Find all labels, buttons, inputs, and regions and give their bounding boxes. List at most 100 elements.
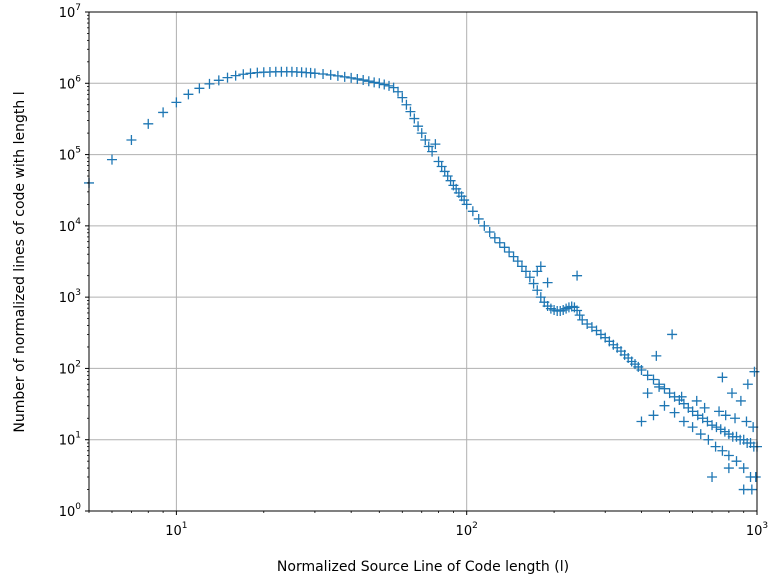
data-point <box>332 70 343 81</box>
data-point <box>473 213 484 224</box>
data-point <box>494 237 505 248</box>
data-point <box>358 75 369 86</box>
data-point <box>524 272 535 283</box>
data-point <box>730 413 741 424</box>
data-point <box>388 82 399 93</box>
data-point <box>409 113 420 124</box>
y-tick-label: 106 <box>59 74 82 92</box>
data-point <box>742 379 753 390</box>
data-point <box>363 76 374 87</box>
data-point <box>676 391 687 402</box>
data-point <box>245 68 256 79</box>
data-point <box>459 195 470 206</box>
y-tick-label: 103 <box>59 288 81 306</box>
data-point <box>572 270 583 281</box>
y-axis-title: Number of normalized lines of code with … <box>12 91 28 432</box>
data-point <box>106 154 117 165</box>
data-point <box>659 400 670 411</box>
data-point <box>642 388 653 399</box>
data-point <box>726 388 737 399</box>
data-point <box>499 242 510 253</box>
y-tick-label: 100 <box>59 502 82 520</box>
data-point <box>707 471 718 482</box>
data-point <box>695 429 706 440</box>
data-point <box>405 106 416 117</box>
data-point <box>735 395 746 406</box>
data-point <box>574 310 585 321</box>
data-point <box>504 246 515 257</box>
y-tick-labels: 100 101 102 103 104 105 106 107 <box>59 3 82 520</box>
data-point <box>384 80 395 91</box>
data-point <box>374 78 385 89</box>
data-point <box>126 135 137 146</box>
y-tick-label: 107 <box>59 3 81 21</box>
data-point <box>516 261 527 272</box>
data-point <box>430 139 441 150</box>
data-point <box>222 72 233 83</box>
data-point <box>687 406 698 417</box>
data-point <box>731 456 742 467</box>
data-point <box>194 83 205 94</box>
data-point <box>520 266 531 277</box>
data-point <box>691 395 702 406</box>
y-tick-label: 102 <box>59 359 81 377</box>
data-point <box>183 89 194 100</box>
data-point <box>512 256 523 267</box>
x-axis-title: Normalized Source Line of Code length (l… <box>277 559 569 575</box>
data-point <box>749 366 760 377</box>
data-point <box>642 370 653 381</box>
data-point <box>741 416 752 427</box>
data-point <box>479 220 490 231</box>
data-point <box>379 79 390 90</box>
data-point <box>715 424 726 435</box>
data-point <box>667 329 678 340</box>
data-point <box>532 285 543 296</box>
data-point <box>711 422 722 433</box>
data-point <box>669 407 680 418</box>
data-point <box>420 135 431 146</box>
data-point <box>325 69 336 80</box>
data-point <box>369 77 380 88</box>
data-points <box>84 66 762 495</box>
data-point <box>397 92 408 103</box>
data-point <box>714 406 725 417</box>
data-point <box>339 71 350 82</box>
data-point <box>427 146 438 157</box>
data-point <box>738 463 749 474</box>
data-point <box>528 278 539 289</box>
data-point <box>746 484 757 495</box>
data-point <box>489 232 500 243</box>
data-point <box>393 86 404 97</box>
data-point <box>423 141 434 152</box>
data-point <box>204 78 215 89</box>
data-point <box>707 420 718 431</box>
data-point <box>535 292 546 303</box>
data-point <box>238 69 249 80</box>
data-point <box>678 416 689 427</box>
data-point <box>416 128 427 139</box>
data-point <box>213 75 224 86</box>
data-point <box>309 68 320 79</box>
data-point <box>230 70 241 81</box>
data-point <box>719 426 730 437</box>
data-point <box>648 410 659 421</box>
x-tick-label: 103 <box>746 521 768 539</box>
data-point <box>467 206 478 217</box>
data-point <box>484 227 495 238</box>
data-point <box>542 277 553 288</box>
data-point <box>413 121 424 132</box>
data-point <box>636 365 647 376</box>
data-point <box>723 463 734 474</box>
y-tick-label: 105 <box>59 146 81 164</box>
data-point <box>678 398 689 409</box>
data-point <box>318 68 329 79</box>
data-point <box>699 402 710 413</box>
data-point <box>687 422 698 433</box>
x-tick-labels: 101 102 103 <box>165 521 768 539</box>
data-point <box>723 450 734 461</box>
data-point <box>508 251 519 262</box>
data-point <box>433 156 444 167</box>
data-point <box>710 441 721 452</box>
data-point <box>171 97 182 108</box>
data-point <box>158 107 169 118</box>
